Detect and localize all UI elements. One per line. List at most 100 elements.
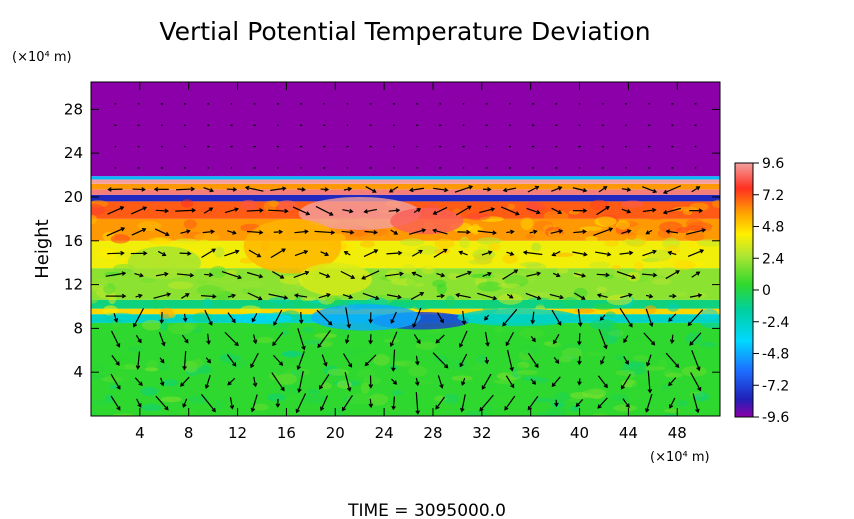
wind-arrowhead (344, 339, 350, 344)
wind-arrow (369, 398, 372, 407)
wind-arrowhead (250, 407, 256, 413)
field-noise (459, 236, 470, 249)
wind-arrowhead (662, 210, 668, 215)
wind-arrow (318, 293, 330, 299)
wind-arrowhead (668, 381, 673, 387)
field-noise (468, 323, 477, 335)
field-noise (178, 408, 196, 415)
wind-arrow (345, 307, 350, 328)
wind-arrow (183, 313, 187, 322)
wind-arrowhead (279, 274, 285, 279)
wind-arrow (506, 251, 514, 256)
wind-arrowhead (182, 403, 187, 408)
field-noise (660, 384, 670, 391)
wind-arrow (297, 328, 305, 350)
wind-arrowhead (652, 272, 658, 278)
field-noise (628, 340, 654, 353)
wind-arrow (433, 187, 448, 191)
wind-arrowhead (581, 295, 586, 300)
wind-arrow (390, 378, 397, 385)
wind-arrow (526, 207, 540, 214)
wind-arrowhead (399, 271, 404, 277)
field-noise (266, 393, 287, 402)
wind-arrowhead (675, 363, 680, 369)
temperature-field (91, 82, 720, 416)
field-noise (593, 303, 614, 311)
wind-arrow (549, 293, 563, 299)
field-layer-8 (91, 194, 720, 202)
field-layer-10 (91, 183, 720, 190)
field-noise (465, 410, 487, 416)
field-noise (91, 374, 105, 380)
colorbar-tick-label: 7.2 (762, 188, 784, 204)
wind-arrow (176, 273, 194, 277)
wind-arrow (597, 375, 608, 388)
field-noise (633, 261, 644, 271)
wind-arrow (300, 311, 302, 323)
wind-arrow (595, 251, 611, 256)
wind-arrowhead (206, 340, 211, 345)
field-noise (470, 365, 484, 371)
wind-arrow (205, 374, 211, 389)
field-noise (481, 402, 494, 415)
wind-arrow (106, 227, 125, 237)
field-noise (569, 405, 581, 412)
wind-arrowhead (597, 404, 602, 409)
wind-arrowhead (237, 274, 243, 280)
wind-arrow (183, 350, 187, 370)
wind-arrowhead (536, 209, 541, 215)
wind-arrowhead (509, 366, 514, 372)
field-noise (711, 199, 720, 209)
wind-arrow (361, 270, 380, 280)
wind-arrowhead (626, 187, 632, 192)
field-noise (183, 219, 197, 230)
field-noise (605, 311, 616, 318)
wind-arrow (665, 270, 680, 280)
wind-arrowhead (116, 385, 121, 390)
wind-arrow (436, 312, 444, 323)
field-noise (346, 393, 372, 405)
field-noise (434, 238, 455, 249)
field-noise (398, 252, 421, 257)
wind-arrowhead (575, 402, 580, 408)
field-noise (174, 238, 199, 244)
wind-arrowhead (121, 271, 127, 276)
wind-arrow (597, 397, 608, 409)
wind-arrow (392, 349, 396, 371)
wind-arrowhead (186, 229, 191, 234)
wind-arrow (642, 250, 657, 257)
wind-arrowhead (669, 404, 674, 409)
wind-arrowhead (159, 319, 165, 325)
field-noise (604, 240, 620, 247)
wind-arrow (130, 206, 147, 215)
field-noise (171, 387, 181, 395)
field-noise (356, 368, 376, 379)
wind-arrowhead (138, 381, 143, 387)
wind-arrow (160, 377, 164, 386)
field-noise (445, 295, 456, 307)
field-noise (110, 234, 130, 244)
wind-arrowhead (116, 343, 121, 348)
wind-arrow (687, 249, 704, 258)
field-noise (621, 200, 644, 208)
field-noise (632, 354, 649, 362)
wind-arrowhead (687, 321, 692, 327)
wind-arrow (224, 208, 239, 214)
wind-arrowhead (210, 229, 215, 235)
wind-arrowhead (164, 406, 169, 411)
wind-arrowhead (231, 318, 236, 324)
field-noise (152, 237, 169, 245)
field-noise (626, 232, 637, 241)
wind-arrowhead (159, 381, 165, 387)
wind-arrow (619, 307, 633, 327)
field-noise (683, 225, 707, 231)
wind-arrow (578, 333, 581, 345)
wind-arrow (454, 185, 473, 193)
wind-arrowhead (443, 248, 448, 253)
field-noise (283, 384, 301, 395)
wind-arrow (207, 333, 210, 344)
field-noise (585, 236, 598, 242)
field-noise (344, 348, 355, 360)
wind-arrowhead (631, 274, 636, 280)
wind-arrowhead (582, 229, 587, 235)
